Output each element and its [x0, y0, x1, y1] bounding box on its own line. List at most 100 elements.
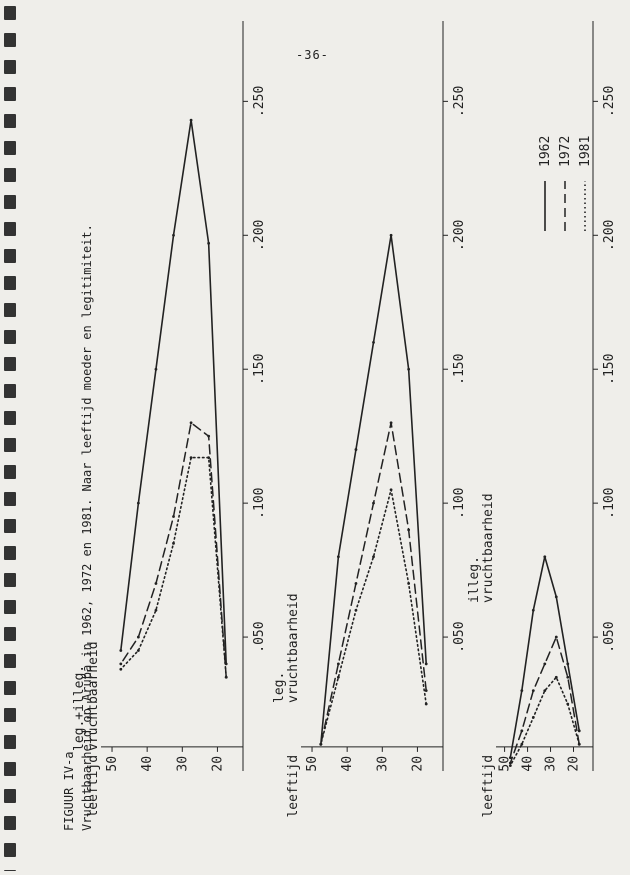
binder-hole	[4, 735, 16, 749]
series-line-1962	[509, 555, 581, 759]
age-tick-label: 50	[498, 756, 513, 772]
binder-hole	[4, 6, 16, 20]
data-point-1962	[189, 118, 193, 122]
data-point-1981	[189, 456, 193, 460]
data-point-1981	[424, 702, 428, 706]
series-line-1981	[320, 488, 428, 746]
data-point-1962	[508, 756, 512, 760]
data-point-1981	[531, 716, 535, 719]
data-point-1972	[543, 662, 547, 666]
data-point-1972	[424, 689, 428, 693]
data-point-1972	[354, 582, 358, 585]
binder-hole	[4, 87, 16, 101]
series-line-1981	[120, 456, 228, 679]
age-tick-label: 30	[544, 756, 559, 772]
binder-hole	[4, 114, 16, 128]
value-tick-label: .050	[252, 621, 267, 652]
data-point-1962	[531, 608, 535, 612]
age-tick-label: 30	[175, 756, 190, 772]
age-tick-label: 40	[340, 756, 355, 772]
binder-holes	[0, 0, 20, 875]
binder-hole	[4, 141, 16, 155]
binder-hole	[4, 789, 16, 803]
value-tick-label: .100	[452, 487, 467, 518]
value-axis-title-line: illeg.	[467, 556, 482, 603]
data-point-1981	[554, 675, 558, 679]
data-point-1962	[424, 662, 428, 666]
value-axis-title-line: vruchtbaarheid	[481, 493, 496, 603]
value-tick-label: .250	[252, 86, 267, 117]
binder-hole	[4, 492, 16, 506]
age-tick-label: 50	[305, 756, 320, 772]
data-point-1981	[336, 675, 340, 679]
data-point-1972	[520, 729, 524, 733]
data-point-1962	[336, 555, 340, 559]
binder-hole	[4, 303, 16, 317]
value-tick-label: .200	[452, 220, 467, 251]
binder-hole	[4, 195, 16, 209]
data-point-1962	[354, 448, 358, 451]
binder-hole	[4, 654, 16, 668]
data-point-1981	[136, 649, 140, 652]
data-point-1972	[119, 662, 123, 666]
binder-hole	[4, 222, 16, 236]
value-tick-label: .150	[252, 354, 267, 385]
data-point-1972	[207, 434, 211, 438]
age-axis-title: leeftijd	[86, 755, 101, 818]
binder-hole	[4, 60, 16, 74]
age-axis-title: leeftijd	[481, 755, 496, 818]
value-axis-title-line: vruchtbaarheid	[286, 593, 301, 703]
data-point-1981	[543, 689, 547, 693]
data-point-1981	[154, 608, 158, 612]
data-point-1972	[389, 421, 393, 425]
data-point-1962	[154, 367, 158, 371]
data-point-1981	[577, 742, 581, 746]
value-tick-label: .200	[252, 220, 267, 251]
page-number: -36-	[296, 48, 329, 62]
value-tick-label: .150	[602, 354, 617, 385]
binder-hole	[4, 249, 16, 263]
data-point-1962	[554, 595, 558, 599]
value-tick-label: .250	[602, 86, 617, 117]
data-point-1962	[119, 649, 123, 652]
value-tick-label: .050	[452, 621, 467, 652]
data-point-1972	[407, 528, 411, 532]
data-point-1962	[543, 555, 547, 559]
binder-hole	[4, 600, 16, 614]
binder-hole	[4, 384, 16, 398]
data-point-1962	[207, 241, 211, 245]
data-point-1962	[389, 233, 393, 237]
legend-label-1972: 1972	[558, 136, 573, 167]
age-tick-label: 20	[410, 756, 425, 772]
data-point-1981	[119, 667, 123, 671]
value-axis-title-line: vruchtbaarheid	[86, 641, 101, 751]
age-tick-label: 20	[567, 756, 582, 772]
data-point-1981	[372, 555, 375, 559]
value-tick-label: .200	[602, 220, 617, 251]
age-tick-label: 30	[375, 756, 390, 772]
value-axis-title: leg.+illeg.vruchtbaarheid	[72, 641, 101, 751]
binder-hole	[4, 168, 16, 182]
data-point-1972	[554, 635, 558, 639]
binder-hole	[4, 276, 16, 290]
data-point-1981	[319, 742, 323, 746]
data-point-1981	[354, 608, 358, 612]
value-tick-label: .050	[602, 621, 617, 652]
binder-hole	[4, 519, 16, 533]
data-point-1962	[407, 367, 411, 371]
binder-hole	[4, 627, 16, 641]
data-point-1972	[136, 635, 140, 639]
binder-hole	[4, 708, 16, 722]
data-point-1972	[336, 662, 340, 666]
value-tick-label: .100	[252, 487, 267, 518]
value-tick-label: .100	[602, 487, 617, 518]
value-axis-title-line: leg.	[272, 672, 287, 703]
data-point-1962	[372, 341, 375, 344]
value-axis-title: illeg.vruchtbaarheid	[467, 493, 496, 603]
data-point-1981	[224, 675, 228, 679]
value-axis-title: leg.vruchtbaarheid	[272, 593, 301, 703]
data-point-1981	[566, 702, 570, 706]
binder-hole	[4, 465, 16, 479]
